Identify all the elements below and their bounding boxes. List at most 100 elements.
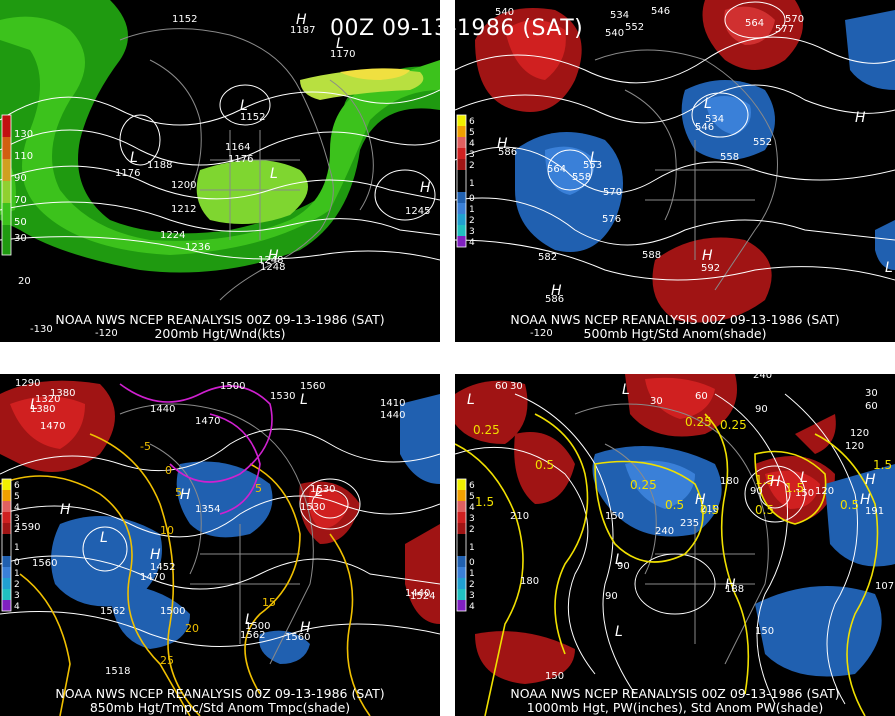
pressure-centers: H L L H H H L (497, 96, 893, 299)
legend-label: 4 (469, 238, 475, 248)
height-label: 90 (605, 591, 618, 602)
height-label: 564 (547, 164, 566, 175)
height-label: 558 (572, 172, 591, 183)
height-label: 576 (602, 214, 621, 225)
pressure-letter: L (615, 552, 623, 568)
height-label: 1224 (160, 230, 185, 241)
height-label: 150 (755, 626, 774, 637)
pressure-letter: H (296, 12, 307, 28)
wind-speed-shading (0, 0, 440, 273)
anomaly-shading (0, 380, 440, 664)
height-label: 1170 (330, 49, 355, 60)
pressure-letter: L (100, 530, 108, 546)
pw-label: 1.5 (755, 473, 774, 487)
height-label: 1248 (260, 262, 285, 273)
legend-label: 2 (14, 525, 20, 535)
height-label: 191 (865, 506, 884, 517)
temperature-label: 20 (185, 622, 199, 635)
height-label: 1245 (405, 206, 430, 217)
legend-label: 0 (14, 558, 20, 568)
caption-source: NOAA NWS NCEP REANALYSIS 00Z 09-13-1986 … (55, 312, 385, 327)
wind-legend-labels: 130 110 90 70 50 30 (14, 129, 33, 244)
height-label: 150 (605, 511, 624, 522)
pressure-letter: L (270, 166, 278, 182)
legend-label: 3 (14, 591, 20, 601)
pw-label: 0.25 (473, 423, 500, 437)
height-label: 1452 (150, 562, 175, 573)
pw-label: 1.5 (873, 458, 892, 472)
pressure-letter: L (800, 470, 808, 486)
height-label: 534 (705, 114, 724, 125)
height-label: 577 (775, 24, 794, 35)
height-label: 558 (720, 152, 739, 163)
height-label: 1440 (150, 404, 175, 415)
pw-label: 1.5 (785, 481, 804, 495)
coastlines (594, 49, 778, 291)
pressure-letter: H (702, 248, 713, 264)
caption-field: 200mb Hgt/Wnd(kts) (154, 326, 286, 341)
legend-label: 1 (469, 179, 475, 189)
legend-label: 110 (14, 151, 33, 162)
legend-label: 130 (14, 129, 33, 140)
height-contours (0, 428, 440, 647)
legend-label: 6 (469, 117, 475, 127)
height-label: 90 (617, 561, 630, 572)
height-label: 534 (610, 10, 629, 21)
pressure-letter: L (245, 612, 253, 628)
pressure-letter: H (268, 248, 279, 264)
height-label: 1176 (115, 168, 140, 179)
anomaly-shading (475, 0, 895, 323)
pressure-letter: L (704, 96, 712, 112)
pressure-letter: H (855, 110, 866, 126)
height-label: 1560 (285, 632, 310, 643)
height-label: 1410 (380, 398, 405, 409)
height-label: 1176 (228, 154, 253, 165)
pressure-letter: L (240, 98, 248, 114)
legend-label: 0 (469, 194, 475, 204)
height-label: 1590 (15, 522, 40, 533)
height-label: 1188 (147, 160, 172, 171)
legend-label: 4 (469, 602, 475, 612)
pressure-letter: H (60, 502, 71, 518)
temperature-label: 25 (160, 654, 174, 667)
legend-label: 4 (469, 503, 475, 513)
pressure-letter: L (30, 397, 38, 413)
height-label: 210 (510, 511, 529, 522)
pw-label: 1.5 (475, 495, 494, 509)
legend-label: 5 (469, 492, 475, 502)
pw-label: 0.5 (700, 503, 719, 517)
pressure-letter: H (497, 136, 508, 152)
height-label: 586 (545, 294, 564, 305)
pressure-letter: H (180, 487, 191, 503)
height-label: 586 (498, 147, 517, 158)
height-label: 107 (875, 581, 894, 592)
legend-label: 3 (14, 514, 20, 524)
height-label: 150 (795, 488, 814, 499)
pressure-letter: L (300, 392, 308, 408)
height-label: 1530 (300, 502, 325, 513)
legend-label: 3 (469, 514, 475, 524)
height-label: 60 (865, 401, 878, 412)
legend-label: 5 (469, 128, 475, 138)
pressure-letter: H (551, 283, 562, 299)
legend-label: 4 (469, 139, 475, 149)
height-label: 90 (750, 486, 763, 497)
pw-label: 0.25 (630, 478, 657, 492)
pressure-letter: H (150, 547, 161, 563)
height-label: 582 (538, 252, 557, 263)
height-label: 1440 (405, 588, 430, 599)
height-label: 1470 (40, 421, 65, 432)
height-label: 120 (845, 441, 864, 452)
pw-label: 0.25 (685, 415, 712, 429)
height-label: 1470 (195, 416, 220, 427)
height-label: 1152 (240, 112, 265, 123)
caption-field: 500mb Hgt/Std Anom(shade) (583, 326, 767, 341)
height-label: 235 (680, 518, 699, 529)
